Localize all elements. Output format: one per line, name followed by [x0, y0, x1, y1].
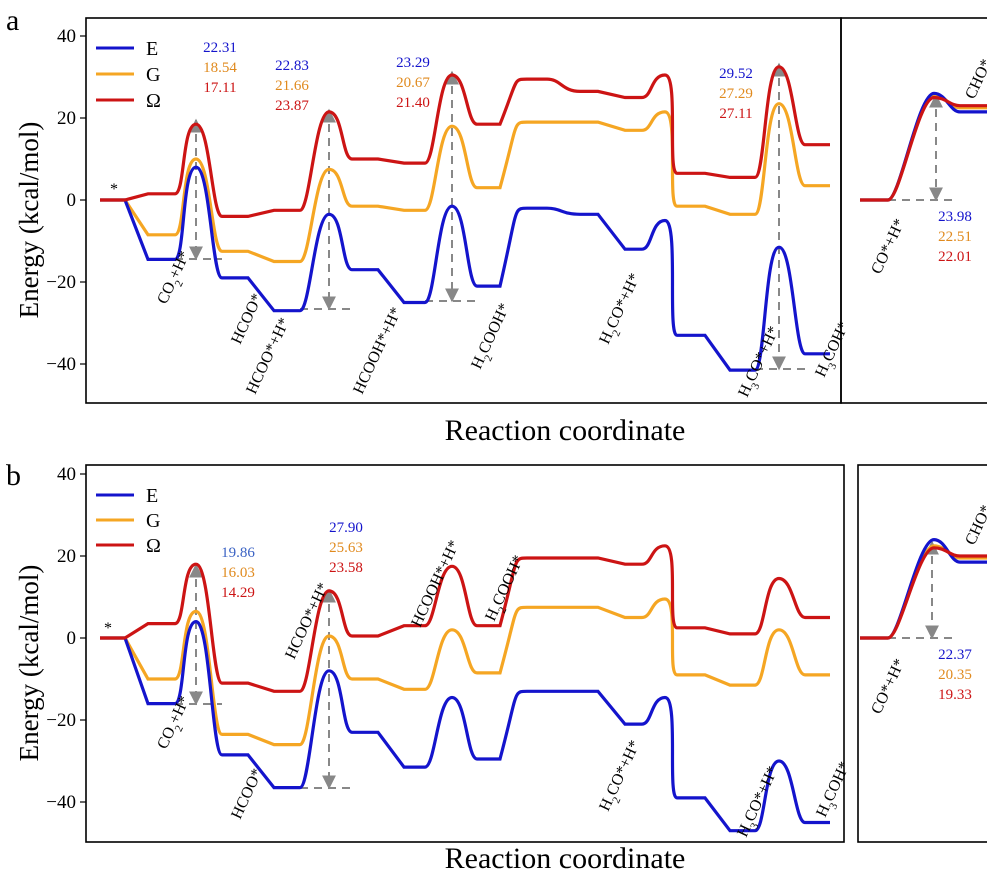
- inset-frame-a: [840, 17, 987, 404]
- barrier-guides-a: [175, 62, 957, 371]
- inset-series-line-omega: [860, 546, 987, 640]
- barrier-values-a: 22.31 18.54 17.11 22.83 21.66 23.87 23.2…: [203, 40, 972, 265]
- state-label: H3COH*: [813, 759, 858, 822]
- y-tick-label: 40: [57, 26, 76, 47]
- y-tick-label: 40: [57, 464, 76, 485]
- barrier-value-omega: 23.58: [329, 560, 363, 576]
- legend-entry-omega: Ω: [146, 535, 161, 557]
- y-tick-label: −20: [46, 710, 76, 731]
- state-label: CO*+H*: [868, 216, 908, 276]
- y-tick-label: −40: [46, 792, 76, 813]
- state-label: HCOO*: [228, 291, 266, 347]
- y-tick-label: 0: [67, 190, 77, 211]
- state-labels-a: * CO2+H* HCOO* HCOO*+H* HCOOH*+H* H2COOH…: [110, 57, 987, 402]
- y-tick-label: 0: [67, 628, 77, 649]
- legend-entry-e: E: [146, 485, 158, 507]
- legend-entry-g: G: [146, 64, 160, 86]
- barrier-values-b: 19.86 16.03 14.29 27.90 25.63 23.58 22.3…: [221, 520, 972, 703]
- barrier-value-e: 29.52: [719, 66, 753, 82]
- barrier-value-e: 22.83: [275, 58, 309, 74]
- state-label: CO*+H*: [868, 656, 908, 716]
- y-tick-label: −20: [46, 272, 76, 293]
- legend-entry-g: G: [146, 510, 160, 532]
- barrier-value-g: 20.35: [938, 667, 972, 683]
- series-line-e: [100, 165, 830, 372]
- y-tick-label: −40: [46, 354, 76, 375]
- series-line-g: [100, 597, 830, 747]
- barrier-value-e: 27.90: [329, 520, 363, 536]
- legend-entry-e: E: [146, 38, 158, 60]
- panel-label-a: a: [6, 4, 19, 37]
- barrier-value-g: 22.51: [938, 229, 972, 245]
- barrier-guides-b: [175, 540, 957, 790]
- state-label: CHO*: [962, 57, 987, 102]
- curves-a: [100, 65, 987, 372]
- barrier-value-omega: 17.11: [203, 80, 236, 96]
- x-axis-label-a: Reaction coordinate: [445, 414, 686, 447]
- barrier-value-g: 18.54: [203, 60, 237, 76]
- state-label: *: [110, 181, 118, 198]
- barrier-value-omega: 14.29: [221, 585, 255, 601]
- curves-b: [100, 537, 987, 833]
- barrier-value-omega: 19.33: [938, 687, 972, 703]
- state-label: H3COH*: [812, 319, 857, 382]
- state-label: HCOO*: [228, 766, 266, 822]
- barrier-value-omega: 27.11: [719, 106, 752, 122]
- state-label: H3CO*+H*: [734, 764, 786, 842]
- barrier-value-g: 16.03: [221, 565, 255, 581]
- y-axis-label-a: Energy (kcal/mol): [14, 122, 44, 319]
- y-tick-label: 20: [57, 546, 76, 567]
- panel-label-b: b: [6, 459, 21, 492]
- state-label: H2COOH*: [468, 301, 518, 374]
- series-line-e: [100, 619, 830, 833]
- state-label: HCOO*+H*: [282, 580, 332, 661]
- y-tick-label: 20: [57, 108, 76, 129]
- legend-a: E G Ω: [96, 38, 161, 112]
- state-label: H2CO*+H*: [596, 271, 648, 349]
- state-label: CHO*: [962, 503, 987, 548]
- plot-frame-b: [85, 464, 845, 843]
- series-line-omega: [100, 65, 830, 218]
- barrier-value-g: 25.63: [329, 540, 363, 556]
- barrier-value-e: 23.29: [396, 55, 430, 71]
- barrier-value-e: 22.37: [938, 647, 972, 663]
- barrier-value-e: 22.31: [203, 40, 237, 56]
- state-label: CO2+H*: [154, 248, 198, 308]
- barrier-value-g: 21.66: [275, 78, 309, 94]
- state-label: HCOOH*+H*: [408, 538, 463, 630]
- inset-series-line-omega: [860, 95, 987, 202]
- inset-frame-b: [857, 464, 987, 843]
- series-line-omega: [100, 544, 830, 693]
- legend-entry-omega: Ω: [146, 90, 161, 112]
- series-line-g: [100, 102, 830, 264]
- barrier-value-omega: 22.01: [938, 249, 972, 265]
- panel-a: a Energy (kcal/mol) 40 20 0 −20 −40: [6, 4, 987, 447]
- barrier-value-e: 19.86: [221, 545, 255, 561]
- y-axis-label-b: Energy (kcal/mol): [14, 565, 44, 762]
- barrier-value-g: 20.67: [396, 75, 430, 91]
- state-label: HCOOH*+H*: [350, 305, 405, 397]
- x-axis-label-b: Reaction coordinate: [445, 842, 686, 875]
- state-label: H2CO*+H*: [596, 738, 648, 816]
- barrier-value-omega: 21.40: [396, 95, 430, 111]
- state-label: H2COOH*: [482, 553, 532, 626]
- barrier-value-e: 23.98: [938, 209, 972, 225]
- barrier-value-omega: 23.87: [275, 98, 309, 114]
- inset-series-line-e: [860, 537, 987, 640]
- legend-b: E G Ω: [96, 485, 161, 557]
- barrier-value-g: 27.29: [719, 86, 753, 102]
- panel-b: b Energy (kcal/mol) 40 20 0 −20 −40 E: [6, 459, 987, 875]
- state-label: *: [104, 620, 112, 637]
